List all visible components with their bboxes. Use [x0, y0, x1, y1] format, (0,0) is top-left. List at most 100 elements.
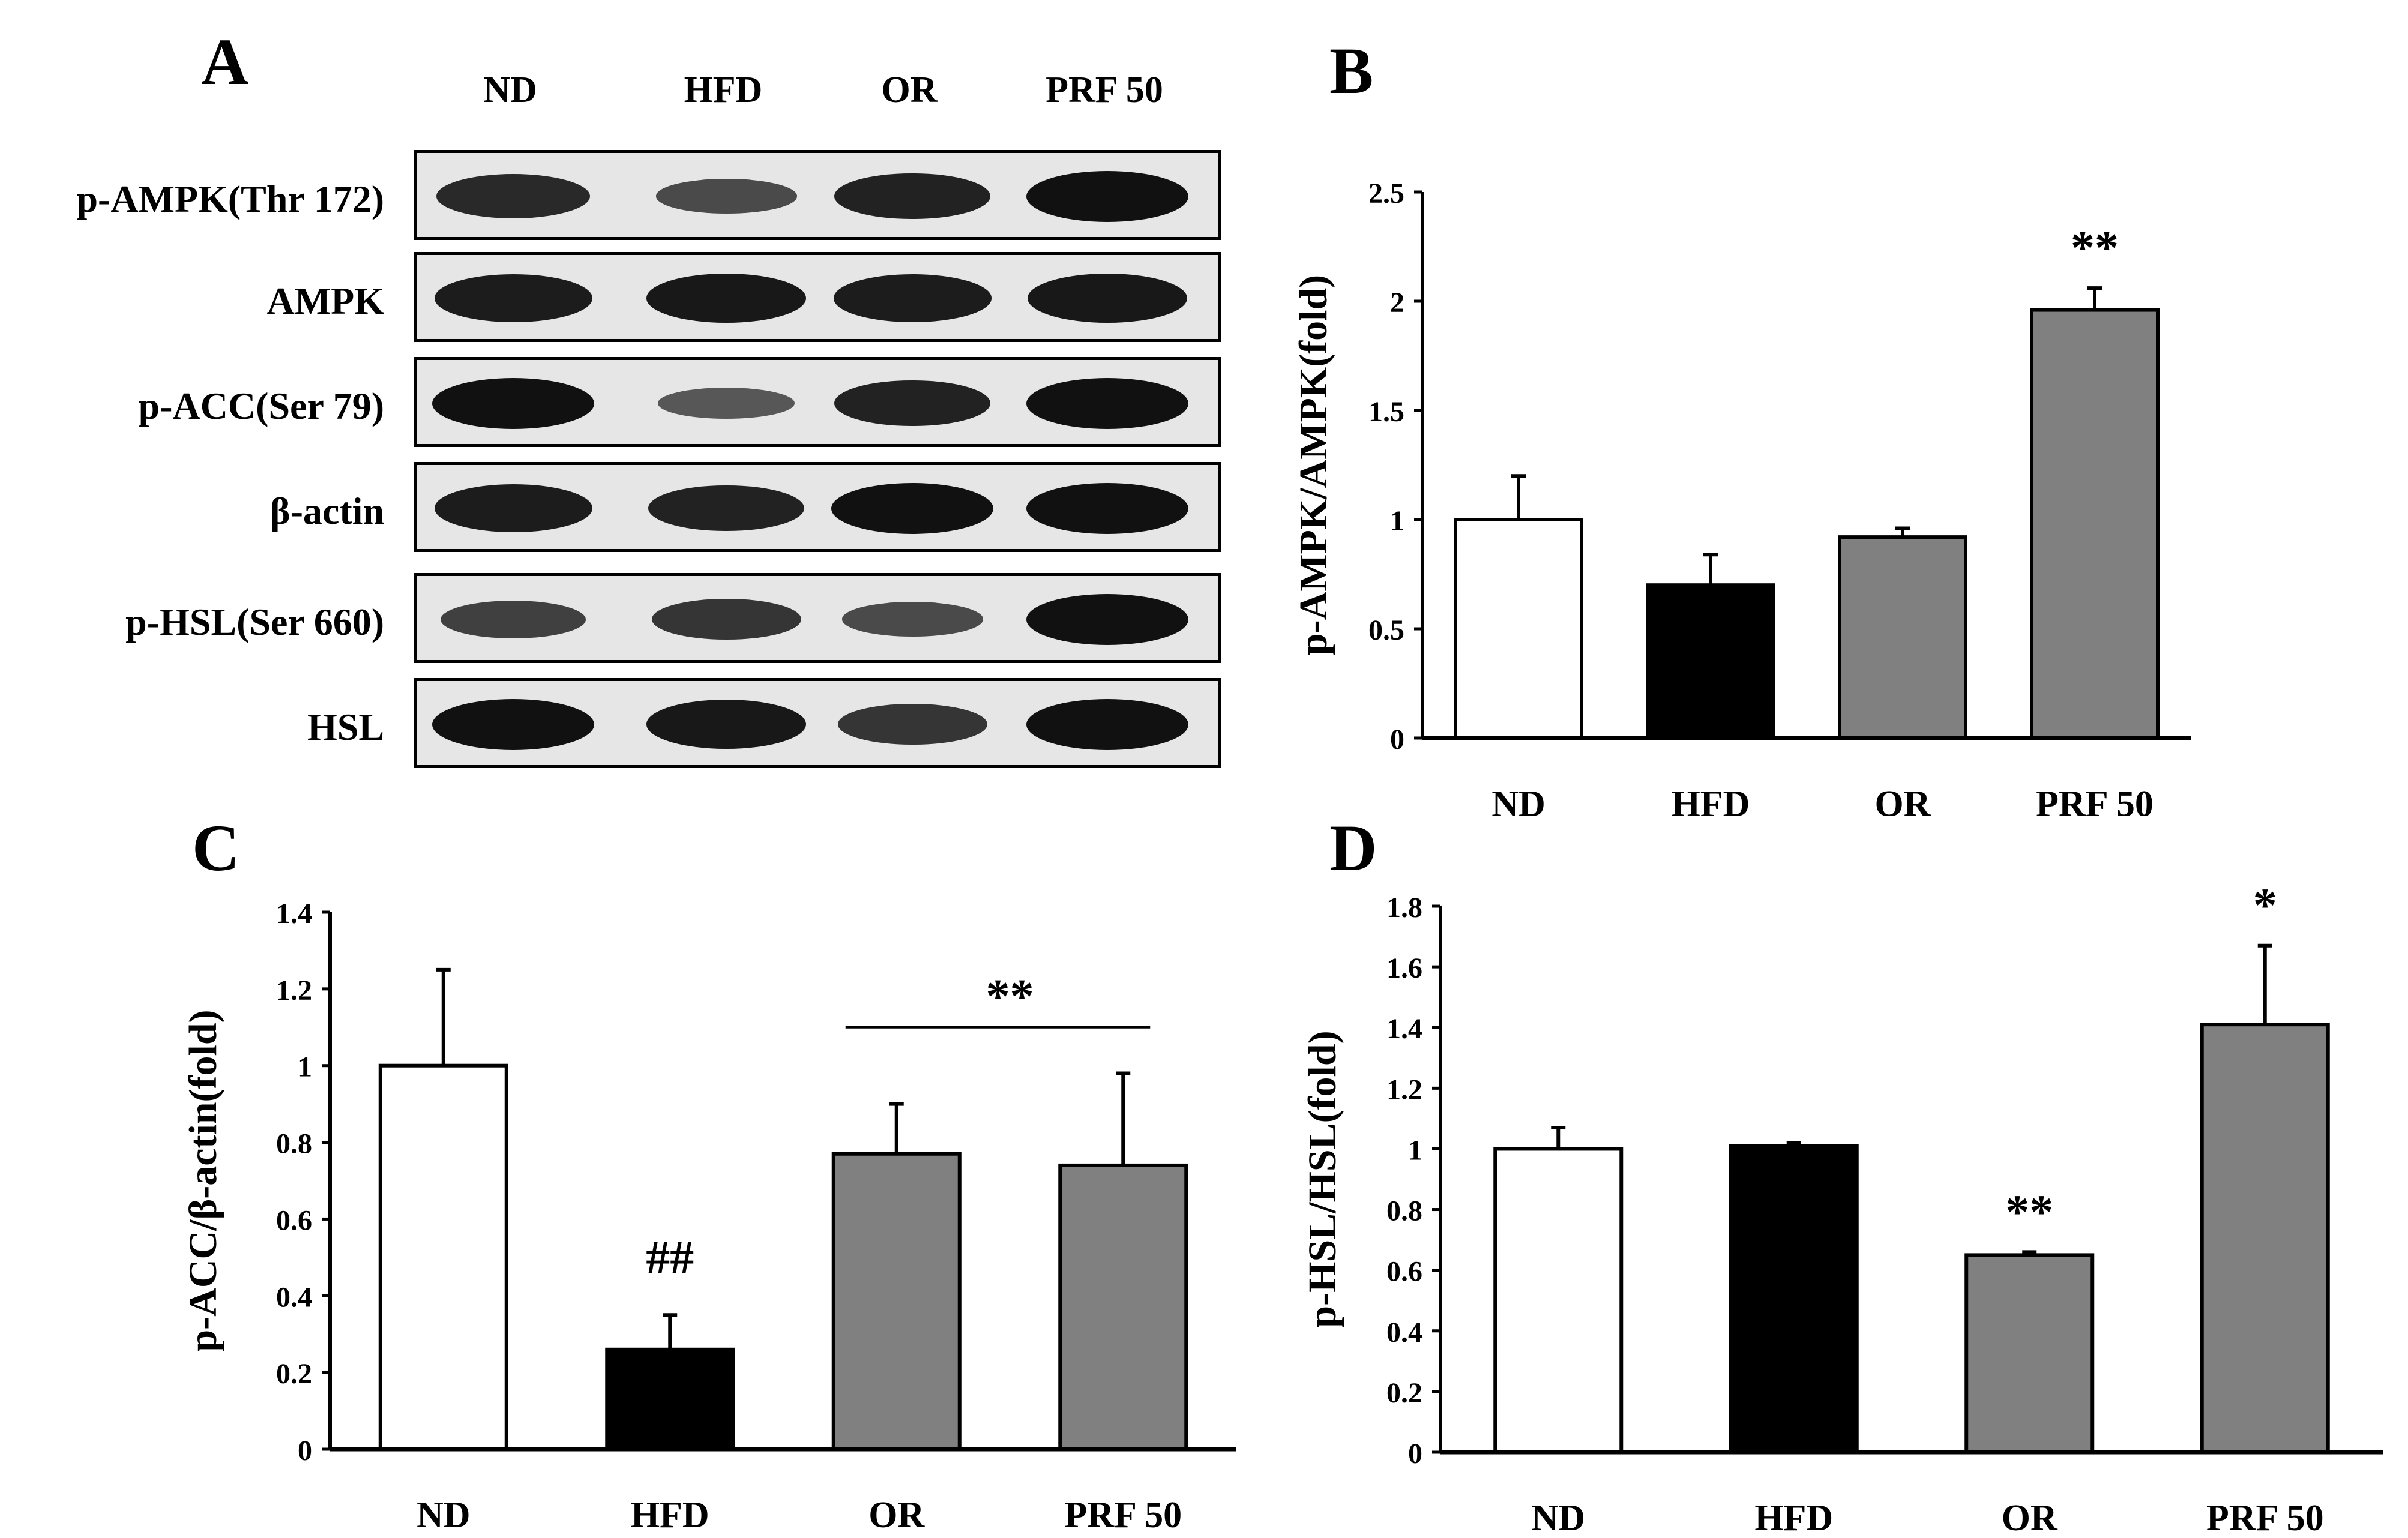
blot-band — [841, 602, 983, 637]
blot-strip — [414, 462, 1221, 552]
bar — [2200, 1023, 2330, 1454]
y-tick-label: 1.2 — [1386, 1074, 1422, 1105]
blot-row-label: p-AMPK(Thr 172) — [76, 178, 384, 220]
blot-row-label: p-ACC(Ser 79) — [138, 385, 384, 427]
blot-band — [834, 173, 990, 220]
bar-chart-p-hsl: 0 0.2 0.4 0.6 0.8 1 1.2 1.4 1.6 1.8 p-HSL/HSL(fold… — [1301, 880, 2383, 1538]
y-tick-label: 0.2 — [1386, 1377, 1422, 1409]
x-tick-label: PRF 50 — [2036, 784, 2154, 816]
bar — [1838, 535, 1967, 740]
y-tick-label: 0.6 — [276, 1204, 312, 1236]
significance-marker: * — [2253, 880, 2277, 933]
y-tick-label: 0.4 — [276, 1281, 312, 1313]
blot-strip — [414, 150, 1221, 240]
y-tick-label: 0.4 — [1386, 1317, 1422, 1348]
lane-label: PRF 50 — [1046, 70, 1163, 110]
x-tick-label: OR — [1875, 784, 1931, 816]
blot-strip — [414, 573, 1221, 663]
x-tick-label: HFD — [1754, 1498, 1833, 1538]
y-tick-label: 0.6 — [1386, 1256, 1422, 1288]
blot-band — [434, 274, 592, 322]
blot-band — [833, 274, 992, 322]
y-tick-label: 1.8 — [1386, 892, 1422, 924]
bar — [1646, 583, 1775, 740]
blot-band — [441, 600, 586, 638]
y-tick-label: 1.6 — [1386, 952, 1422, 984]
lane-label: ND — [483, 70, 537, 110]
lane-label: HFD — [684, 70, 763, 110]
blot-band — [1026, 698, 1188, 750]
blot-band — [1026, 482, 1188, 534]
significance-marker: ## — [646, 1231, 694, 1284]
blot-band — [1026, 377, 1188, 429]
y-axis-label: p-ACC/β-actin(fold) — [181, 1009, 225, 1351]
x-tick-label: OR — [868, 1495, 925, 1536]
blot-band — [658, 388, 795, 419]
blot-band — [1027, 273, 1188, 323]
blot-row-label: AMPK — [266, 280, 385, 322]
blot-band — [837, 703, 987, 745]
blot-band — [1026, 593, 1188, 645]
y-tick-label: 1 — [298, 1051, 312, 1083]
blot-strip — [414, 678, 1221, 768]
bar-chart-p-ampk: 0 0.5 1 1.5 2 2.5 p-AMPK/AMPK(fold) ND HFD OR PRF … — [1292, 178, 2191, 816]
bar — [1964, 1253, 2095, 1455]
bar-chart-p-acc: 0 0.2 0.4 0.6 0.8 1 1.2 1.4 p-ACC/β-actin(fold) N… — [181, 898, 1236, 1536]
blot-band — [834, 380, 990, 427]
blot-band — [646, 699, 807, 749]
panel-label-a: A — [201, 25, 249, 98]
y-tick-label: 1.2 — [276, 975, 312, 1006]
bar — [831, 1152, 962, 1451]
lane-label: OR — [881, 70, 938, 110]
panel-label-c: C — [192, 811, 240, 885]
y-tick-label: 0 — [298, 1435, 312, 1467]
x-tick-label: HFD — [1672, 784, 1750, 816]
y-tick-label: 1 — [1408, 1134, 1422, 1166]
blot-band — [831, 482, 993, 534]
x-tick-label: PRF 50 — [2206, 1498, 2324, 1538]
x-tick-label: ND — [1491, 784, 1546, 816]
panel-label-d: D — [1329, 811, 1377, 885]
y-tick-label: 2.5 — [1368, 178, 1404, 209]
y-tick-label: 2 — [1390, 287, 1404, 319]
bar — [378, 1063, 508, 1451]
x-tick-label: ND — [417, 1495, 471, 1536]
y-tick-label: 0.8 — [1386, 1195, 1422, 1227]
significance-marker: ** — [986, 970, 1034, 1023]
blot-row-label: β-actin — [269, 490, 384, 532]
blot-row-label: p-HSL(Ser 660) — [125, 601, 384, 643]
bar — [605, 1347, 735, 1451]
panel-label-b: B — [1329, 34, 1374, 107]
blot-band — [655, 179, 797, 214]
y-tick-label: 0.2 — [276, 1358, 312, 1390]
bar — [1058, 1163, 1188, 1451]
y-tick-label: 1.4 — [1386, 1013, 1422, 1045]
blot-band — [1026, 170, 1188, 222]
blot-band — [648, 485, 804, 532]
blot-band — [432, 698, 594, 750]
y-axis-label: p-AMPK/AMPK(fold) — [1292, 275, 1335, 655]
blot-band — [651, 598, 801, 640]
significance-marker: ** — [2005, 1186, 2053, 1239]
y-tick-label: 1.5 — [1368, 396, 1404, 428]
y-tick-label: 1.4 — [276, 898, 312, 930]
y-tick-label: 0 — [1408, 1438, 1422, 1470]
blot-band — [436, 174, 590, 218]
y-tick-label: 0.5 — [1368, 614, 1404, 646]
blot-row-label: HSL — [307, 706, 384, 748]
blot-band — [646, 273, 807, 323]
y-axis-label: p-HSL/HSL(fold) — [1301, 1030, 1344, 1327]
significance-marker: ** — [2071, 222, 2119, 275]
bar — [1454, 518, 1583, 740]
y-tick-label: 1 — [1390, 505, 1404, 537]
bar — [1493, 1147, 1624, 1454]
blot-strip — [414, 357, 1221, 447]
x-tick-label: PRF 50 — [1064, 1495, 1182, 1536]
bar — [2030, 308, 2160, 740]
x-tick-label: OR — [2002, 1498, 2058, 1538]
x-tick-label: HFD — [631, 1495, 709, 1536]
x-tick-label: ND — [1531, 1498, 1585, 1538]
blot-strip — [414, 252, 1221, 342]
blot-band — [434, 484, 592, 532]
bar — [1729, 1144, 1859, 1454]
